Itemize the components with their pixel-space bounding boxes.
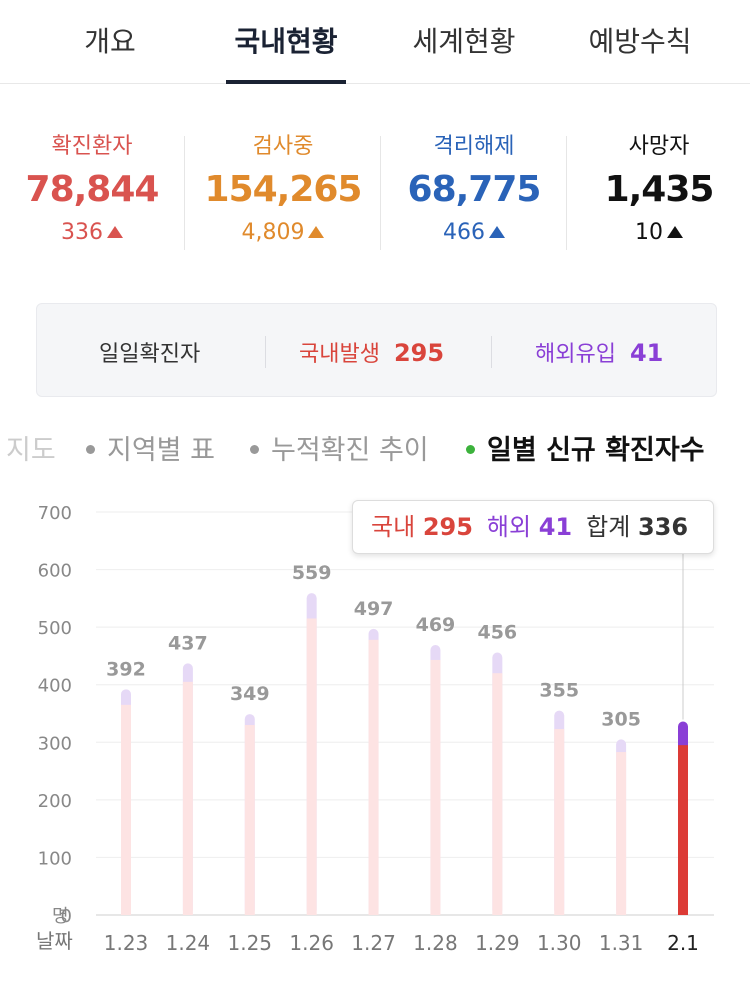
active-tab-indicator — [226, 80, 346, 84]
bar-value-label: 456 — [477, 621, 517, 643]
bullet-icon — [466, 445, 475, 454]
x-tick-label: 1.27 — [351, 931, 396, 955]
stat-confirmed-label: 확진환자 — [51, 134, 133, 159]
y-tick-label: 200 — [38, 791, 72, 812]
tab-prevention[interactable]: 예방수칙 — [588, 25, 692, 58]
bar-domestic — [430, 659, 441, 915]
x-tick-label: 1.26 — [289, 931, 334, 955]
daily-domestic: 국내발생 295 — [299, 336, 444, 368]
x-tick-label: 1.31 — [599, 931, 644, 955]
y-tick-label: 300 — [38, 733, 72, 754]
y-tick-label: 100 — [38, 848, 72, 869]
tooltip-overseas-value: 41 — [538, 513, 573, 541]
x-tick-label: 1.28 — [413, 931, 458, 955]
daily-divider — [491, 336, 492, 368]
stat-divider — [566, 136, 567, 250]
x-axis-label: 날짜 — [36, 929, 73, 953]
y-tick-label: 600 — [38, 561, 72, 582]
bar-domestic — [492, 673, 503, 915]
bar-value-label: 437 — [168, 632, 208, 654]
bullet-icon — [250, 445, 259, 454]
bar-domestic — [306, 618, 317, 915]
up-arrow-icon — [667, 226, 683, 238]
tab-overview[interactable]: 개요 — [84, 25, 136, 58]
main-tabs: 개요 국내현황 세계현황 예방수칙 — [0, 0, 750, 84]
x-tick-label: 1.30 — [537, 931, 582, 955]
x-tick-label: 1.25 — [228, 931, 273, 955]
stat-testing: 검사중 154,265 4,809 — [193, 128, 373, 248]
daily-title: 일일확진자 — [99, 342, 201, 367]
subtab-map[interactable]: 지도 — [6, 435, 56, 466]
bullet-icon — [86, 445, 95, 454]
up-arrow-icon — [107, 226, 123, 238]
subtab-region-table[interactable]: 지역별 표 — [86, 428, 215, 467]
bar-value-label: 355 — [539, 680, 579, 702]
stat-deaths-delta: 10 — [569, 218, 749, 248]
bar-value-label: 559 — [292, 562, 332, 584]
stat-deaths-label: 사망자 — [628, 134, 690, 159]
stat-confirmed-delta: 336 — [2, 218, 182, 248]
bar-value-label: 392 — [106, 658, 146, 680]
tooltip-overseas-label: 해외 — [486, 513, 532, 541]
tooltip-total-label: 합계 — [586, 513, 631, 541]
up-arrow-icon — [489, 226, 505, 238]
stat-confirmed: 확진환자 78,844 336 — [2, 128, 182, 248]
y-tick-label: 0 — [61, 906, 72, 927]
stat-deaths-value: 1,435 — [604, 169, 715, 210]
y-unit-label: 명 — [52, 906, 69, 927]
tooltip-domestic-label: 국내 — [371, 513, 416, 541]
daily-domestic-value: 295 — [393, 339, 445, 367]
bar-domestic — [244, 725, 255, 915]
bar-value-label: 305 — [601, 708, 641, 730]
stat-released-delta: 466 — [384, 218, 564, 248]
tooltip-domestic-value: 295 — [422, 513, 473, 541]
daily-overseas-value: 41 — [629, 339, 664, 367]
stat-released: 격리해제 68,775 466 — [384, 128, 564, 248]
y-tick-label: 400 — [38, 676, 72, 697]
stat-released-value: 68,775 — [407, 169, 542, 210]
stat-divider — [380, 136, 381, 250]
tab-world[interactable]: 세계현황 — [412, 25, 516, 58]
daily-overseas: 해외유입 41 — [535, 336, 663, 368]
y-tick-label: 700 — [38, 503, 72, 524]
bar-domestic — [554, 729, 565, 915]
bar-domestic — [182, 681, 193, 915]
bar-domestic — [368, 639, 379, 915]
subtab-daily-new[interactable]: 일별 신규 확진자수 — [466, 428, 705, 467]
bar-domestic — [121, 704, 131, 915]
daily-domestic-label: 국내발생 — [299, 342, 380, 367]
bar-value-label: 349 — [230, 683, 270, 705]
bar-domestic — [616, 752, 627, 915]
y-tick-label: 500 — [38, 618, 72, 639]
subtab-cumulative-trend[interactable]: 누적확진 추이 — [250, 428, 429, 467]
x-tick-label: 1.23 — [104, 931, 149, 955]
stat-deaths: 사망자 1,435 10 — [569, 128, 749, 248]
x-tick-label: 1.29 — [475, 931, 520, 955]
daily-divider — [265, 336, 266, 368]
daily-new-cases-chart: 0 100 200 300 400 500 600 700 명날짜 392 1.23 437 1.24 3… — [36, 503, 714, 955]
tooltip-total-value: 336 — [637, 513, 689, 541]
stat-released-label: 격리해제 — [433, 134, 515, 159]
bar-domestic — [678, 745, 688, 915]
stat-testing-value: 154,265 — [204, 169, 363, 210]
daily-overseas-label: 해외유입 — [535, 342, 616, 367]
x-tick-label: 2.1 — [667, 931, 699, 955]
tab-domestic[interactable]: 국내현황 — [234, 25, 338, 58]
chart-tooltip: 국내 295 해외 41 합계 336 — [352, 500, 714, 554]
bar-value-label: 497 — [354, 598, 394, 620]
stat-divider — [184, 136, 185, 250]
up-arrow-icon — [308, 226, 325, 238]
bar-value-label: 469 — [416, 614, 456, 636]
stat-testing-delta: 4,809 — [193, 218, 373, 248]
stat-confirmed-value: 78,844 — [25, 169, 160, 210]
x-tick-label: 1.24 — [166, 931, 211, 955]
stat-testing-label: 검사중 — [252, 134, 314, 159]
daily-confirmed-box: 일일확진자 국내발생 295 해외유입 41 — [36, 303, 717, 397]
